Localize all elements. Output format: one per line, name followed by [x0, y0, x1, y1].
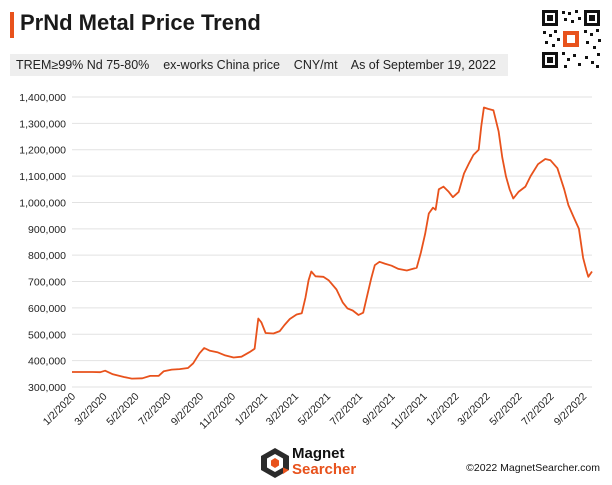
y-tick-label: 1,000,000	[19, 197, 66, 209]
copyright-notice: ©2022 MagnetSearcher.com	[466, 462, 600, 474]
y-tick-label: 300,000	[28, 382, 66, 394]
x-tick-label: 1/2/2020	[41, 391, 78, 428]
y-tick-label: 800,000	[28, 250, 66, 262]
grid-lines	[72, 96, 592, 388]
y-tick-label: 400,000	[28, 356, 66, 368]
brand-wordmark: Magnet Searcher	[292, 446, 356, 478]
y-tick-label: 1,100,000	[19, 171, 66, 183]
magnetsearcher-logo-icon	[261, 448, 289, 478]
x-tick-label: 1/2/2022	[424, 391, 461, 428]
y-tick-label: 1,200,000	[19, 145, 66, 157]
chart-title: PrNd Metal Price Trend	[20, 10, 261, 35]
y-axis-ticks: 300,000 400,000 500,000 600,000 700,000 800,0…	[19, 92, 66, 394]
y-tick-label: 1,300,000	[19, 118, 66, 130]
brand-line-2: Searcher	[292, 461, 357, 478]
y-tick-label: 700,000	[28, 277, 66, 289]
x-tick-label: 7/2/2020	[136, 391, 173, 428]
x-tick-label: 9/2/2022	[552, 391, 589, 428]
y-tick-label: 600,000	[28, 303, 66, 315]
brand-line-1: Magnet	[292, 445, 345, 462]
x-tick-label: 7/2/2021	[328, 391, 365, 428]
x-tick-label: 3/2/2020	[72, 391, 109, 428]
x-axis-ticks: 1/2/20203/2/20205/2/20207/2/20209/2/2020…	[41, 391, 590, 432]
qr-code-icon	[540, 8, 602, 70]
chart-subtitle: TREM≥99% Nd 75-80% ex-works China price …	[10, 54, 508, 76]
y-tick-label: 500,000	[28, 329, 66, 341]
price-series-line	[72, 106, 593, 380]
price-line-chart: 300,000 400,000 500,000 600,000 700,000 800,0…	[19, 92, 593, 432]
x-tick-label: 7/2/2022	[519, 391, 556, 428]
y-tick-label: 900,000	[28, 224, 66, 236]
x-tick-label: 3/2/2022	[455, 391, 492, 428]
y-tick-label: 1,400,000	[19, 92, 66, 104]
x-tick-label: 5/2/2020	[104, 391, 141, 428]
x-tick-label: 3/2/2021	[264, 391, 301, 428]
series-layer	[72, 106, 593, 380]
x-tick-label: 5/2/2022	[487, 391, 524, 428]
x-tick-label: 5/2/2021	[296, 391, 333, 428]
title-accent-bar	[10, 12, 14, 38]
x-tick-label: 1/2/2021	[233, 391, 270, 428]
